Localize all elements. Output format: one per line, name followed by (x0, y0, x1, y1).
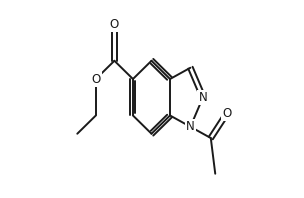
Text: O: O (110, 18, 119, 31)
Text: N: N (186, 120, 195, 133)
Text: O: O (91, 72, 100, 86)
Text: O: O (222, 107, 231, 120)
Text: N: N (199, 91, 207, 104)
